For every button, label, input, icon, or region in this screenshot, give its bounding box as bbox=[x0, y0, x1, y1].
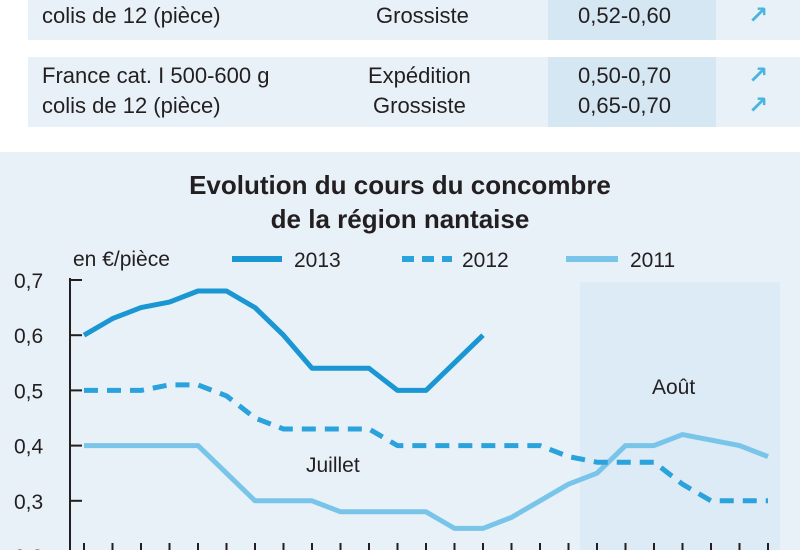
y-tick-label: 0,2 bbox=[14, 546, 43, 550]
arrow-up-right-icon: ↗ bbox=[747, 62, 769, 89]
trend-cell: ↗ bbox=[728, 1, 788, 31]
y-tick-label: 0,5 bbox=[14, 380, 43, 403]
trend-cell: ↗ ↗ bbox=[728, 61, 788, 121]
unit-label: en €/pièce bbox=[73, 248, 170, 271]
chart-title-line2: de la région nantaise bbox=[270, 204, 530, 234]
arrow-up-right-icon: ↗ bbox=[747, 2, 769, 29]
series-line-2013 bbox=[82, 288, 485, 393]
legend-label-2012: 2012 bbox=[462, 249, 509, 272]
price-table-row-1: colis de 12 (pièce) Grossiste 0,52-0,60 … bbox=[28, 0, 800, 40]
y-tick-label: 0,6 bbox=[14, 325, 43, 348]
stage-label-2: Grossiste bbox=[373, 93, 466, 118]
y-tick-label: 0,3 bbox=[14, 491, 43, 514]
arrow-up-right-icon: ↗ bbox=[747, 92, 769, 119]
legend-label-2013: 2013 bbox=[294, 249, 341, 272]
product-label: colis de 12 (pièce) bbox=[42, 3, 221, 28]
month-label-juillet: Juillet bbox=[306, 454, 360, 477]
aout-band bbox=[580, 282, 780, 550]
y-tick-label: 0,4 bbox=[14, 436, 44, 459]
price-value: 0,52-0,60 bbox=[578, 3, 671, 28]
chart-title-line1: Evolution du cours du concombre bbox=[189, 170, 611, 200]
y-tick-label: 0,7 bbox=[14, 270, 43, 293]
price-cell: 0,50-0,70 0,65-0,70 bbox=[548, 57, 716, 127]
stage-label: Grossiste bbox=[376, 3, 469, 28]
price-cell: 0,52-0,60 bbox=[548, 0, 716, 40]
series-line-2011 bbox=[84, 432, 769, 531]
series-line-2012 bbox=[84, 382, 768, 504]
price-value-1: 0,50-0,70 bbox=[578, 63, 671, 88]
chart-title: Evolution du cours du concombre de la ré… bbox=[0, 168, 800, 236]
price-table-row-2: France cat. I 500-600 g colis de 12 (piè… bbox=[28, 57, 800, 127]
month-label-aout: Août bbox=[652, 376, 695, 399]
price-value-2: 0,65-0,70 bbox=[578, 93, 671, 118]
stage-label-1: Expédition bbox=[368, 63, 471, 88]
product-label-line2: colis de 12 (pièce) bbox=[42, 93, 221, 118]
product-label-line1: France cat. I 500-600 g bbox=[42, 63, 270, 88]
legend-label-2011: 2011 bbox=[630, 249, 675, 272]
